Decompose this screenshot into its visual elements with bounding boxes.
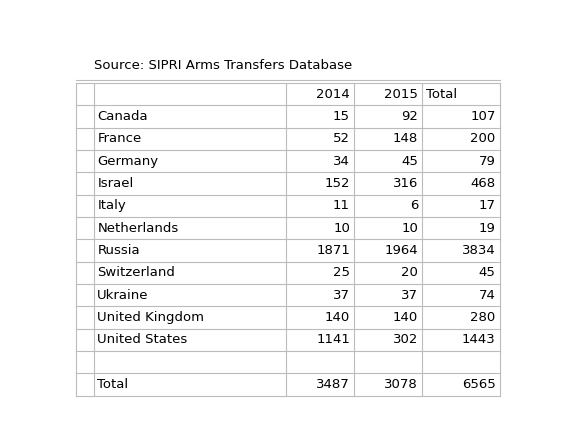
Text: Netherlands: Netherlands: [97, 222, 179, 235]
Text: 3487: 3487: [316, 378, 350, 391]
Text: 45: 45: [479, 266, 496, 279]
Text: 3078: 3078: [384, 378, 418, 391]
Text: 37: 37: [333, 289, 350, 302]
Text: Russia: Russia: [97, 244, 140, 257]
Text: France: France: [97, 132, 142, 145]
Text: 11: 11: [333, 199, 350, 212]
Text: 10: 10: [401, 222, 418, 235]
Text: 140: 140: [393, 311, 418, 324]
Text: 3834: 3834: [462, 244, 496, 257]
Text: Total: Total: [97, 378, 129, 391]
Text: 152: 152: [324, 177, 350, 190]
Text: 2014: 2014: [316, 88, 350, 101]
Text: 107: 107: [470, 110, 496, 123]
Text: 15: 15: [333, 110, 350, 123]
Text: 10: 10: [333, 222, 350, 235]
Text: United Kingdom: United Kingdom: [97, 311, 205, 324]
Text: 45: 45: [401, 155, 418, 168]
Text: 1141: 1141: [316, 333, 350, 346]
Text: 37: 37: [401, 289, 418, 302]
Text: 280: 280: [470, 311, 496, 324]
Text: Ukraine: Ukraine: [97, 289, 149, 302]
Text: 34: 34: [333, 155, 350, 168]
Text: 6565: 6565: [462, 378, 496, 391]
Text: 200: 200: [470, 132, 496, 145]
Text: 1964: 1964: [384, 244, 418, 257]
Text: 52: 52: [333, 132, 350, 145]
Text: United States: United States: [97, 333, 188, 346]
Text: 17: 17: [479, 199, 496, 212]
Text: Germany: Germany: [97, 155, 158, 168]
Text: Source: SIPRI Arms Transfers Database: Source: SIPRI Arms Transfers Database: [93, 59, 352, 72]
Text: 1871: 1871: [316, 244, 350, 257]
Text: Italy: Italy: [97, 199, 126, 212]
Text: 302: 302: [393, 333, 418, 346]
Text: 19: 19: [479, 222, 496, 235]
Text: 20: 20: [401, 266, 418, 279]
Text: 79: 79: [479, 155, 496, 168]
Text: 316: 316: [393, 177, 418, 190]
Text: 148: 148: [393, 132, 418, 145]
Text: 1443: 1443: [462, 333, 496, 346]
Text: 140: 140: [325, 311, 350, 324]
Text: Switzerland: Switzerland: [97, 266, 175, 279]
Text: 25: 25: [333, 266, 350, 279]
Text: 92: 92: [401, 110, 418, 123]
Text: 2015: 2015: [384, 88, 418, 101]
Text: Israel: Israel: [97, 177, 134, 190]
Text: Total: Total: [426, 88, 457, 101]
Text: Canada: Canada: [97, 110, 148, 123]
Text: 74: 74: [479, 289, 496, 302]
Text: 6: 6: [410, 199, 418, 212]
Text: 468: 468: [470, 177, 496, 190]
